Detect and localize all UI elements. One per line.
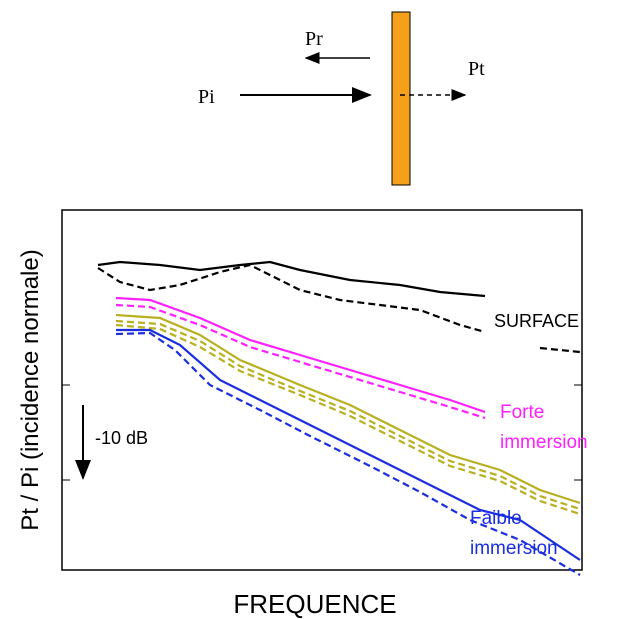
mid-dashed (115, 319, 581, 511)
label-pt: Pt (468, 58, 485, 80)
faible-dashed (115, 331, 581, 576)
label-pr: Pr (305, 28, 323, 50)
mid-solid (115, 313, 581, 505)
surface-dashed (97, 263, 486, 334)
plot-frame (61, 209, 583, 571)
plot: -10 dB SURFACE Forte immersion Faible im… (17, 209, 588, 619)
label-forte: Forte (500, 402, 544, 423)
surface-dashed-end (539, 346, 581, 354)
label-pi: Pi (198, 86, 215, 108)
wave-diagram: Pr Pi Pt (198, 11, 485, 186)
label-faible: immersion (470, 538, 558, 559)
label-surface: SURFACE (494, 311, 579, 331)
label-faible: Faible (470, 508, 522, 529)
y-axis-label: Pt / Pi (incidence normale) (17, 249, 44, 530)
forte-dashed (115, 303, 486, 420)
curves (97, 260, 581, 576)
mid-dashed-2 (115, 323, 581, 516)
scale-note: -10 dB (95, 428, 148, 448)
plate (391, 11, 411, 186)
forte-solid (115, 296, 486, 414)
surface-solid (97, 260, 486, 298)
label-forte: immersion (500, 432, 588, 453)
x-axis-label: FREQUENCE (233, 589, 396, 619)
faible-solid (116, 328, 581, 561)
